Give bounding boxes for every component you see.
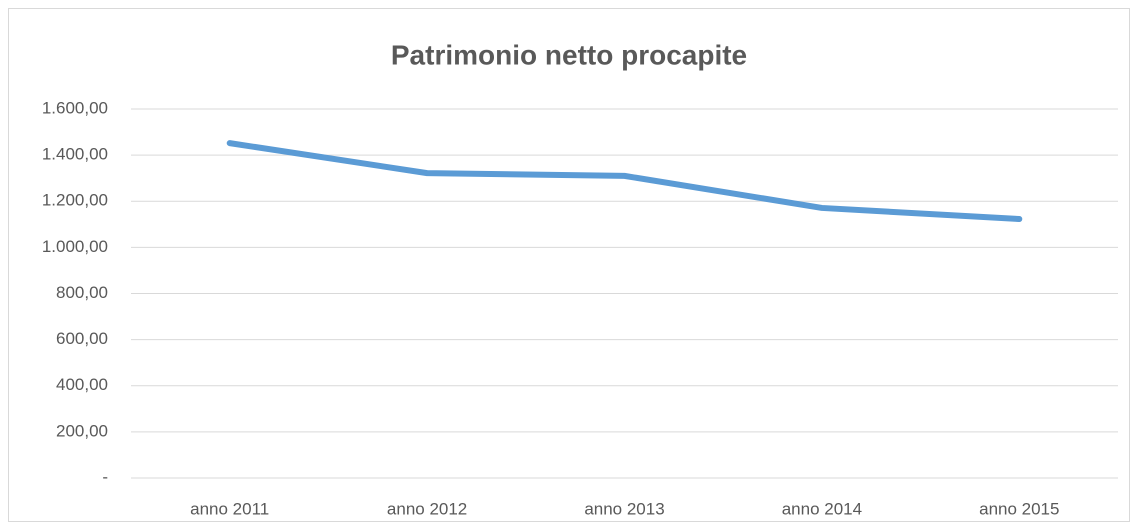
x-tick-label: anno 2011 (190, 499, 269, 518)
y-tick-label: 1.600,00 (42, 98, 108, 117)
x-tick-label: anno 2015 (979, 499, 1059, 518)
y-tick-label: 1.000,00 (42, 237, 108, 256)
y-tick-label: - (102, 467, 108, 486)
chart-border (8, 8, 1130, 522)
chart-title: Patrimonio netto procapite (391, 39, 747, 70)
y-tick-label: 1.200,00 (42, 191, 108, 210)
y-tick-label: 800,00 (56, 283, 108, 302)
y-tick-label: 600,00 (56, 329, 108, 348)
y-tick-label: 200,00 (56, 421, 108, 440)
y-tick-label: 400,00 (56, 375, 108, 394)
x-tick-label: anno 2012 (387, 499, 467, 518)
y-tick-label: 1.400,00 (42, 145, 108, 164)
line-series (226, 140, 1023, 223)
x-tick-label: anno 2013 (584, 499, 664, 518)
x-tick-label: anno 2014 (782, 499, 862, 518)
